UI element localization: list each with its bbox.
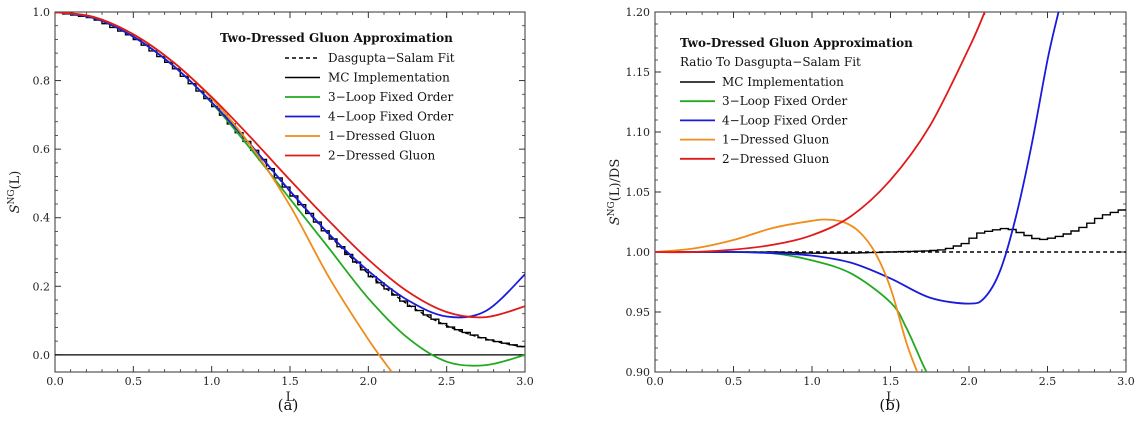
legend-entry: 1−Dressed Gluon <box>328 129 435 143</box>
panel-caption: (a) <box>278 396 299 414</box>
x-tick-label: 1.0 <box>203 375 221 388</box>
x-tick-label: 0.5 <box>725 375 743 388</box>
y-tick-label: 1.10 <box>626 126 651 139</box>
x-tick-label: 3.0 <box>1117 375 1135 388</box>
y-tick-label: 0.8 <box>33 75 51 88</box>
series-line <box>655 12 986 254</box>
x-axis-label: L <box>886 390 895 405</box>
legend-entry: 4−Loop Fixed Order <box>328 110 453 124</box>
legend: Two-Dressed Gluon Approximation Ratio To … <box>680 36 913 166</box>
y-tick-label: 0.2 <box>33 280 51 293</box>
x-axis-label: L <box>286 390 295 405</box>
series-line <box>655 218 919 372</box>
x-tick-label: 2.0 <box>360 375 378 388</box>
legend-title: Two-Dressed Gluon Approximation <box>220 31 453 45</box>
x-tick-label: 1.5 <box>882 375 900 388</box>
legend-entry: 1−Dressed Gluon <box>722 133 829 147</box>
series-group <box>55 12 525 372</box>
y-tick-label: 1.05 <box>626 186 651 199</box>
y-tick-label: 1.20 <box>626 6 651 19</box>
x-tick-label: 1.5 <box>281 375 299 388</box>
legend-entry: 3−Loop Fixed Order <box>722 94 847 108</box>
legend-entry: MC Implementation <box>722 75 844 89</box>
x-tick-label: 2.5 <box>1039 375 1057 388</box>
y-axis-label: SNG(L) <box>7 171 23 214</box>
y-tick-label: 0.4 <box>33 212 51 225</box>
x-tick-label: 0.5 <box>125 375 143 388</box>
x-tick-label: 0.0 <box>46 375 64 388</box>
legend: Two-Dressed Gluon Approximation Dasgupta−… <box>220 31 455 163</box>
legend-entry: 2−Dressed Gluon <box>328 149 435 163</box>
x-tick-label: 0.0 <box>646 375 664 388</box>
series-group <box>655 12 1126 372</box>
legend-entry: 2−Dressed Gluon <box>722 152 829 166</box>
legend-entry: 4−Loop Fixed Order <box>722 113 847 127</box>
y-tick-label: 1.00 <box>626 246 651 259</box>
y-axis-label: SNG(L)/DS <box>607 159 623 225</box>
x-tick-label: 3.0 <box>516 375 534 388</box>
legend-entry: Dasgupta−Salam Fit <box>328 51 455 65</box>
legend-entry: MC Implementation <box>328 71 450 85</box>
y-tick-label: 1.0 <box>33 6 51 19</box>
x-tick-label: 2.0 <box>960 375 978 388</box>
chart-b: 0.0 0.5 1.0 1.5 2.0 2.5 3.0 0.90 0.95 1.00 1.05 1.1… <box>607 6 1135 414</box>
y-tick-label: 1.15 <box>626 66 651 79</box>
panel-caption: (b) <box>879 396 900 414</box>
y-tick-label: 0.0 <box>33 349 51 362</box>
legend-entry: 3−Loop Fixed Order <box>328 90 453 104</box>
series-line <box>55 12 525 319</box>
x-tick-label: 2.5 <box>438 375 456 388</box>
x-tick-label: 1.0 <box>803 375 821 388</box>
series-line <box>655 12 1060 305</box>
series-line <box>55 12 525 319</box>
legend-title: Two-Dressed Gluon Approximation <box>680 36 913 50</box>
series-line <box>655 251 928 372</box>
y-tick-label: 0.95 <box>626 306 651 319</box>
series-line <box>655 209 1126 254</box>
y-tick-label: 0.6 <box>33 143 51 156</box>
chart-a: 0.0 0.5 1.0 1.5 2.0 2.5 3.0 0.0 0.2 0.4 0.6 0.8 1.0 L… <box>7 6 534 414</box>
y-tick-label: 0.90 <box>626 366 651 379</box>
series-line <box>55 12 393 372</box>
legend-subtitle: Ratio To Dasgupta−Salam Fit <box>680 55 861 69</box>
